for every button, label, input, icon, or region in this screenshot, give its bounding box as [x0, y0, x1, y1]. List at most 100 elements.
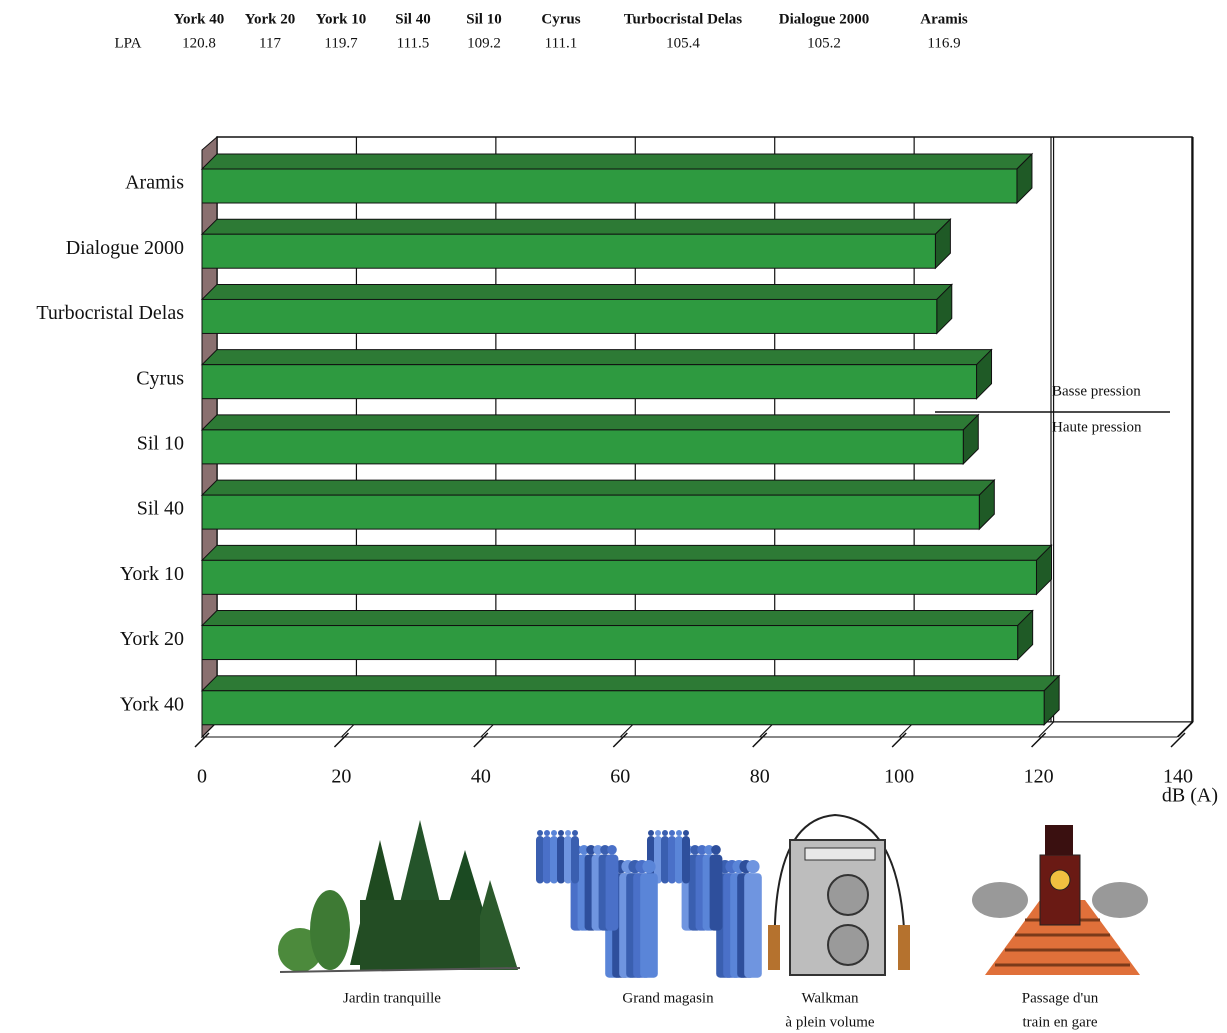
y-tick-label: York 10 — [120, 563, 184, 585]
crowd-figure — [682, 830, 690, 884]
bar — [200, 609, 1034, 661]
grid-line — [1177, 721, 1194, 738]
table-cell: 111.1 — [545, 35, 578, 51]
table-header: York 40 — [174, 11, 224, 27]
illustration-caption: train en gare — [1023, 1014, 1098, 1030]
crowd-figure — [640, 860, 658, 978]
crowd-body — [557, 836, 565, 884]
table-cell: 117 — [259, 35, 281, 51]
bar-top — [200, 153, 1034, 170]
crowd-head — [648, 830, 654, 836]
tick-mark — [1170, 732, 1186, 748]
table-cell: 111.5 — [397, 35, 430, 51]
table-header: Sil 10 — [466, 11, 501, 27]
bar-front — [201, 233, 936, 269]
y-tick-label: Aramis — [125, 172, 184, 194]
table-header: Turbocristal Delas — [624, 11, 742, 27]
annotation: Basse pression — [1052, 383, 1141, 399]
crowd-body — [571, 836, 579, 884]
y-tick-label: Dialogue 2000 — [66, 237, 184, 259]
tick-mark — [194, 732, 210, 748]
crowd-figure — [661, 830, 669, 884]
tick-mark — [473, 732, 489, 748]
crowd-head — [586, 845, 596, 855]
table-cell: 120.8 — [182, 35, 216, 51]
illustration-crowd — [536, 830, 762, 978]
crowd-figure — [543, 830, 551, 884]
table-header: Dialogue 2000 — [779, 11, 869, 27]
tick-mark — [1031, 732, 1047, 748]
table-header: Aramis — [920, 11, 968, 27]
tick-mark — [752, 732, 768, 748]
x-tick-label: 100 — [884, 766, 914, 788]
crowd-head — [537, 830, 543, 836]
illustration-caption: Jardin tranquille — [343, 990, 441, 1006]
crowd-body — [564, 836, 572, 884]
bar — [200, 674, 1061, 726]
y-tick-label: Cyrus — [136, 367, 184, 389]
crowd-figure — [744, 860, 762, 978]
crowd-head — [607, 845, 617, 855]
crowd-head — [544, 830, 550, 836]
crowd-body — [640, 873, 658, 978]
bar-front — [201, 494, 980, 530]
crowd-head — [600, 845, 610, 855]
crowd-body — [543, 836, 551, 884]
bar-top — [200, 218, 952, 235]
tick-mark — [612, 732, 628, 748]
y-tick-label: Sil 10 — [137, 432, 184, 454]
crowd-figure — [605, 845, 619, 931]
bar-front — [201, 690, 1045, 726]
bar-front — [201, 364, 978, 400]
crowd-head — [669, 830, 675, 836]
bar-top — [200, 349, 993, 366]
crowd-body — [675, 836, 683, 884]
crowd-figure — [564, 830, 572, 884]
table-header: Cyrus — [541, 11, 580, 27]
bar-top — [200, 544, 1053, 561]
crowd-head — [593, 845, 603, 855]
bar — [200, 478, 996, 531]
tick-mark — [891, 732, 907, 748]
x-axis-label: dB (A) — [1162, 785, 1218, 807]
table-header: York 10 — [316, 11, 366, 27]
crowd-body — [682, 836, 690, 884]
bar-front — [201, 168, 1018, 204]
crowd-head — [572, 830, 578, 836]
table-cell: 109.2 — [467, 35, 501, 51]
bar-front — [201, 625, 1019, 661]
crowd-head — [642, 860, 656, 874]
illustration-walkman — [768, 813, 910, 976]
crowd-figure — [654, 830, 662, 884]
crowd-head — [697, 845, 707, 855]
bar — [200, 348, 993, 400]
crowd-head — [655, 830, 661, 836]
bar-top — [200, 479, 996, 496]
table-cell: 116.9 — [927, 35, 960, 51]
bar — [200, 283, 953, 335]
crowd-body — [744, 873, 762, 978]
bar-front — [201, 429, 964, 465]
crowd-figure — [675, 830, 683, 884]
crowd-head — [683, 830, 689, 836]
grid-line — [1038, 721, 1054, 738]
crowd-head — [558, 830, 564, 836]
crowd-head — [704, 845, 714, 855]
crowd-head — [711, 845, 721, 855]
crowd-body — [668, 836, 676, 884]
y-tick-label: Turbocristal Delas — [36, 302, 184, 324]
annotation: Haute pression — [1052, 419, 1142, 435]
x-tick-label: 60 — [610, 766, 630, 788]
table-row-label: LPA — [115, 35, 142, 51]
bar-top — [200, 283, 953, 300]
bar — [200, 413, 980, 466]
crowd-head — [690, 845, 700, 855]
crowd-figure — [557, 830, 565, 884]
x-tick-label: 0 — [197, 766, 207, 788]
x-tick-label: 40 — [471, 766, 491, 788]
table-cell: 105.2 — [807, 35, 841, 51]
crowd-figure — [709, 845, 723, 931]
bar-front — [201, 559, 1037, 595]
